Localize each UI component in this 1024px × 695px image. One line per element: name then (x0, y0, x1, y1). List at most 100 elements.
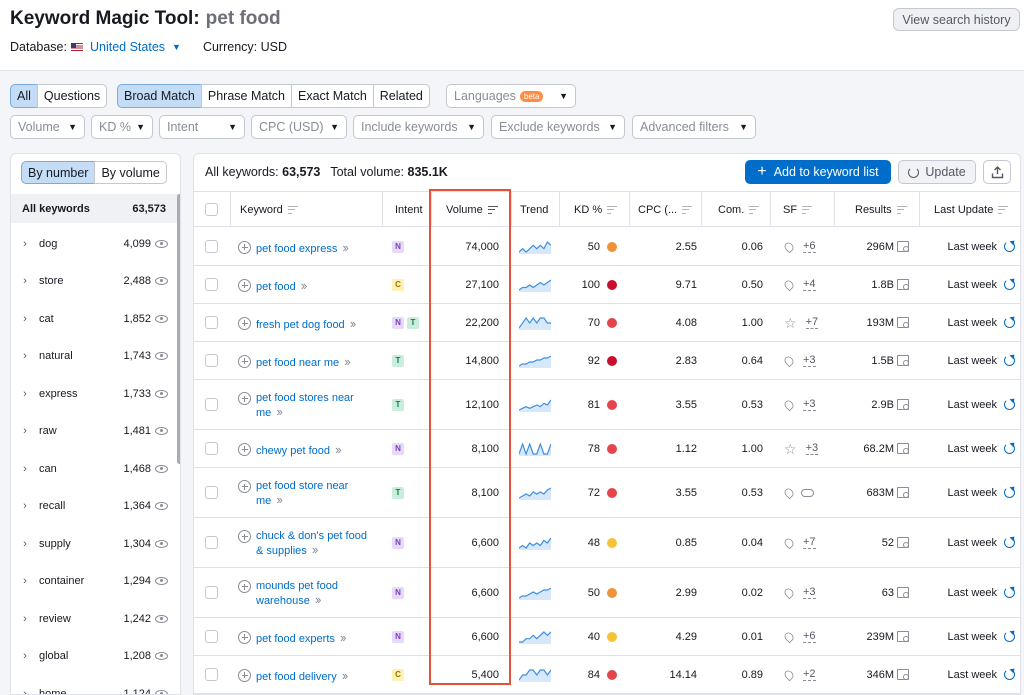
add-to-keyword-list-button[interactable]: + Add to keyword list (745, 160, 891, 184)
add-plus-icon[interactable] (238, 480, 251, 493)
col-intent[interactable]: Intent (382, 192, 431, 227)
serp-features-more[interactable]: +3 (803, 585, 816, 599)
exclude-keywords-filter[interactable]: Exclude keywords ▼ (491, 115, 625, 139)
double-chevron-icon[interactable]: ›› (276, 492, 283, 507)
volume-filter[interactable]: Volume ▼ (10, 115, 85, 139)
row-checkbox[interactable] (205, 486, 218, 499)
row-checkbox[interactable] (205, 442, 218, 455)
serp-snapshot-icon[interactable] (897, 443, 909, 454)
tab-by-number[interactable]: By number (21, 161, 96, 184)
double-chevron-icon[interactable]: ›› (300, 277, 308, 293)
col-last-update[interactable]: Last Update (919, 192, 1020, 227)
double-chevron-icon[interactable]: ›› (311, 542, 319, 557)
refresh-icon[interactable] (1004, 317, 1015, 328)
double-chevron-icon[interactable]: ›› (276, 404, 283, 419)
serp-snapshot-icon[interactable] (897, 279, 909, 290)
keyword-link[interactable]: chuck & don's pet food & supplies ›› (256, 530, 367, 558)
serp-features-more[interactable]: +6 (803, 239, 816, 253)
row-checkbox[interactable] (205, 630, 218, 643)
include-keywords-filter[interactable]: Include keywords ▼ (353, 115, 484, 139)
add-plus-icon[interactable] (238, 630, 251, 644)
eye-icon[interactable] (155, 614, 168, 623)
tab-exact-match[interactable]: Exact Match (291, 84, 374, 108)
sidebar-item-dog[interactable]: › dog 4,099 (11, 225, 178, 262)
serp-snapshot-icon[interactable] (897, 317, 909, 328)
sidebar-item-global[interactable]: › global 1,208 (11, 638, 178, 675)
sidebar-item-store[interactable]: › store 2,488 (11, 263, 178, 300)
advanced-filters[interactable]: Advanced filters ▼ (632, 115, 756, 139)
double-chevron-icon[interactable]: ›› (344, 353, 351, 369)
row-checkbox[interactable] (205, 536, 218, 549)
add-plus-icon[interactable] (238, 668, 251, 682)
refresh-icon[interactable] (1004, 487, 1015, 498)
sidebar-item-container[interactable]: › container 1,294 (11, 563, 178, 600)
serp-snapshot-icon[interactable] (897, 669, 909, 680)
tab-questions[interactable]: Questions (36, 84, 108, 108)
col-results[interactable]: Results (834, 192, 919, 227)
sidebar-item-recall[interactable]: › recall 1,364 (11, 488, 178, 525)
select-all-checkbox[interactable] (205, 203, 218, 216)
col-keyword[interactable]: Keyword (230, 192, 382, 227)
col-sf[interactable]: SF (770, 192, 834, 227)
col-kd[interactable]: KD % (559, 192, 629, 227)
serp-features-more[interactable]: +4 (803, 277, 816, 291)
update-button[interactable]: Update (898, 160, 976, 184)
row-checkbox[interactable] (205, 398, 218, 411)
refresh-icon[interactable] (1004, 443, 1015, 454)
add-plus-icon[interactable] (238, 580, 251, 593)
serp-snapshot-icon[interactable] (897, 487, 909, 498)
eye-icon[interactable] (155, 464, 168, 473)
double-chevron-icon[interactable]: ›› (339, 629, 347, 645)
double-chevron-icon[interactable]: ›› (341, 667, 349, 683)
keyword-link[interactable]: pet food stores near me ›› (256, 392, 354, 420)
eye-icon[interactable] (155, 577, 168, 585)
add-plus-icon[interactable] (238, 530, 251, 543)
serp-features-more[interactable]: +6 (803, 629, 816, 643)
keyword-link[interactable]: pet food store near me ›› (256, 480, 348, 508)
sidebar-scrollbar[interactable] (177, 194, 180, 464)
add-plus-icon[interactable] (238, 392, 251, 405)
eye-icon[interactable] (155, 352, 168, 360)
serp-snapshot-icon[interactable] (897, 587, 909, 598)
double-chevron-icon[interactable]: ›› (342, 239, 349, 255)
serp-features-more[interactable]: +7 (803, 535, 816, 549)
refresh-icon[interactable] (1004, 399, 1015, 410)
refresh-icon[interactable] (1004, 669, 1015, 680)
serp-features-more[interactable]: +3 (803, 353, 816, 367)
sidebar-item-home[interactable]: › home 1,124 (11, 675, 178, 694)
add-plus-icon[interactable] (238, 278, 251, 292)
refresh-icon[interactable] (1004, 587, 1015, 598)
double-chevron-icon[interactable]: ›› (335, 441, 342, 457)
eye-icon[interactable] (155, 539, 168, 548)
sidebar-item-natural[interactable]: › natural 1,743 (11, 338, 178, 375)
row-checkbox[interactable] (205, 668, 218, 681)
refresh-icon[interactable] (1004, 537, 1015, 548)
eye-icon[interactable] (155, 689, 168, 694)
kd-filter[interactable]: KD % ▼ (91, 115, 153, 139)
double-chevron-icon[interactable]: ›› (314, 592, 322, 607)
export-button[interactable] (983, 160, 1011, 184)
tab-related[interactable]: Related (372, 84, 430, 108)
row-checkbox[interactable] (205, 240, 218, 253)
keyword-link[interactable]: pet food near me ›› (256, 353, 351, 370)
col-trend[interactable]: Trend (511, 192, 559, 227)
refresh-icon[interactable] (1004, 279, 1015, 290)
col-volume[interactable]: Volume (431, 192, 511, 227)
sidebar-item-cat[interactable]: › cat 1,852 (11, 300, 178, 337)
row-checkbox[interactable] (205, 354, 218, 367)
add-plus-icon[interactable] (238, 316, 251, 330)
database-select[interactable]: United States ▼ (70, 40, 181, 54)
refresh-icon[interactable] (1004, 631, 1015, 642)
intent-filter[interactable]: Intent ▼ (159, 115, 245, 139)
serp-snapshot-icon[interactable] (897, 537, 909, 548)
serp-features-more[interactable]: +3 (803, 397, 816, 411)
refresh-icon[interactable] (1004, 355, 1015, 366)
keyword-link[interactable]: pet food express ›› (256, 239, 349, 256)
row-checkbox[interactable] (205, 586, 218, 599)
serp-snapshot-icon[interactable] (897, 631, 909, 642)
tab-all[interactable]: All (10, 84, 38, 108)
add-plus-icon[interactable] (238, 240, 251, 254)
serp-snapshot-icon[interactable] (897, 241, 909, 252)
double-chevron-icon[interactable]: ›› (349, 315, 357, 331)
eye-icon[interactable] (155, 502, 168, 510)
